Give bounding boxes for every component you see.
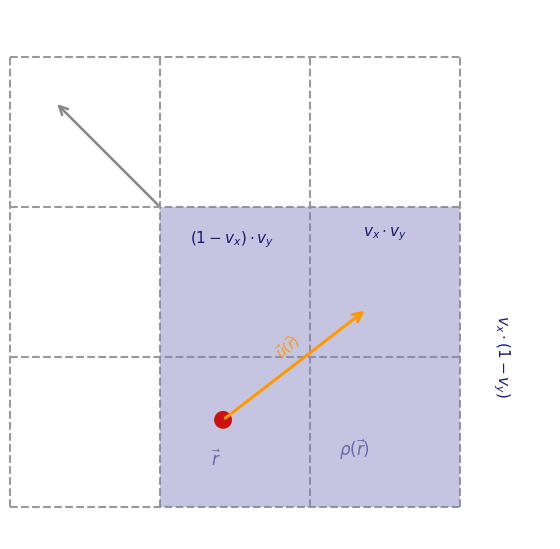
Text: $v_x \cdot v_y$: $v_x \cdot v_y$ bbox=[363, 225, 407, 243]
Text: $(1-v_x)\cdot v_y$: $(1-v_x)\cdot v_y$ bbox=[190, 229, 274, 250]
Text: $\vec{u}(\vec{r})$: $\vec{u}(\vec{r})$ bbox=[272, 331, 304, 362]
Text: $v_x \cdot (1-v_y)$: $v_x \cdot (1-v_y)$ bbox=[492, 315, 512, 399]
Bar bbox=[160, 207, 460, 507]
Text: $\vec{r}$: $\vec{r}$ bbox=[211, 450, 221, 470]
Text: $\rho(\vec{r})$: $\rho(\vec{r})$ bbox=[339, 438, 370, 462]
Circle shape bbox=[215, 412, 231, 428]
